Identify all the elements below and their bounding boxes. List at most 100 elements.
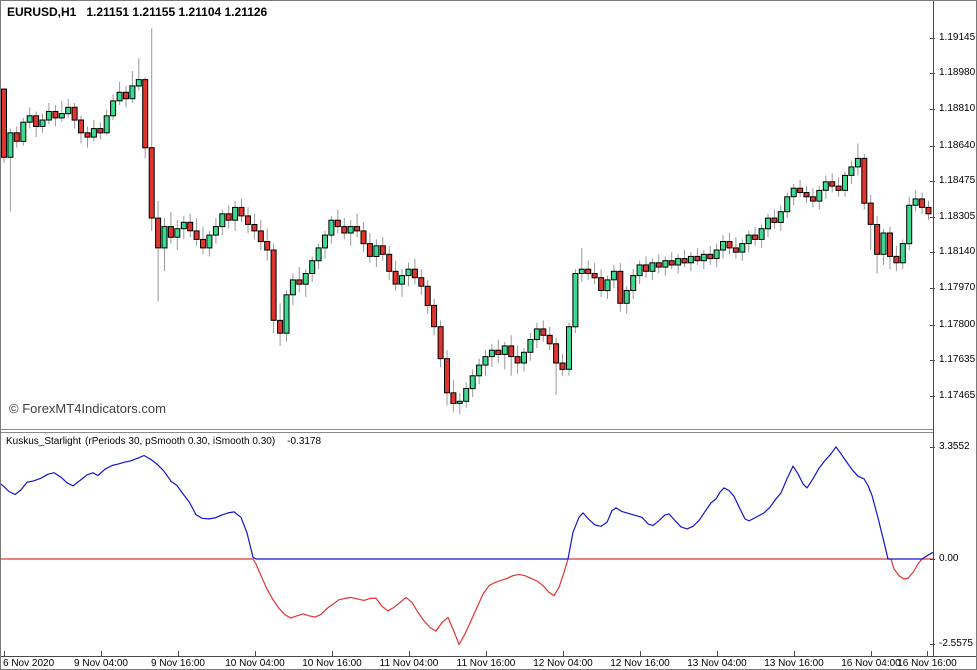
bear-candle <box>803 192 810 198</box>
bear-candle <box>411 268 418 279</box>
bear-candle <box>598 277 605 292</box>
bull-candle <box>347 226 354 234</box>
bear-candle <box>52 111 59 119</box>
bull-candle <box>501 345 508 355</box>
bear-candle <box>681 258 688 264</box>
bear-candle <box>187 221 194 232</box>
bull-candle <box>899 243 906 264</box>
bear-candle <box>887 232 893 257</box>
bull-candle <box>315 247 322 262</box>
bull-candle <box>129 85 136 100</box>
bull-candle <box>527 339 534 353</box>
price-axis-tick <box>930 38 935 39</box>
bull-candle <box>180 221 187 230</box>
bear-candle <box>84 132 91 138</box>
bull-candle <box>20 121 27 142</box>
bull-candle <box>521 351 527 364</box>
price-axis-label: 1.17970 <box>939 282 976 293</box>
time-axis-label: 13 Nov 04:00 <box>687 658 747 669</box>
time-axis-label: 16 Nov 16:00 <box>897 658 957 669</box>
bull-candle <box>135 79 142 87</box>
bear-candle <box>424 285 431 306</box>
bull-candle <box>649 262 656 272</box>
bear-candle <box>123 91 129 100</box>
bear-candle <box>366 243 373 257</box>
time-axis-tick <box>178 651 179 656</box>
bear-candle <box>668 260 675 266</box>
bull-candle <box>90 128 97 138</box>
bear-candle <box>771 217 778 223</box>
bull-candle <box>65 106 72 115</box>
bull-candle <box>687 255 694 264</box>
panel-splitter[interactable] <box>1 429 933 433</box>
indicator-axis-label: -2.5575 <box>939 638 973 649</box>
bull-candle <box>713 249 720 259</box>
bull-candle <box>636 264 643 277</box>
bull-candle <box>212 226 219 236</box>
bear-candle <box>553 343 560 364</box>
bear-candle <box>809 196 816 202</box>
bull-candle <box>854 157 861 168</box>
time-axis-tick <box>101 651 102 656</box>
bear-candle <box>835 185 842 191</box>
bull-candle <box>456 400 463 404</box>
time-axis-tick <box>332 651 333 656</box>
price-axis-tick <box>930 288 935 289</box>
bull-candle <box>45 111 52 121</box>
bear-candle <box>257 230 264 243</box>
bear-candle <box>925 206 932 215</box>
bear-candle <box>296 279 303 285</box>
bull-candle <box>283 294 290 334</box>
time-axis-tick <box>927 651 928 656</box>
bull-candle <box>533 328 540 341</box>
bull-candle <box>675 258 682 266</box>
bear-candle <box>386 253 393 272</box>
bear-candle <box>277 319 284 334</box>
price-axis-label: 1.19145 <box>939 32 976 43</box>
bull-candle <box>662 260 669 268</box>
bear-candle <box>444 358 450 394</box>
indicator-axis-tick <box>930 644 935 645</box>
bull-candle <box>322 234 328 249</box>
time-scale[interactable]: 6 Nov 2020 9 Nov 04:00 9 Nov 16:00 10 Nov 0… <box>1 657 976 669</box>
bear-candle <box>360 230 367 245</box>
bear-candle <box>546 334 553 345</box>
bull-candle <box>302 273 309 285</box>
price-scale[interactable]: 1.19145 1.18980 1.18810 1.18640 1.18475 1.183… <box>933 1 976 656</box>
bull-candle <box>790 187 797 198</box>
bull-candle <box>758 228 765 240</box>
price-axis-tick <box>930 325 935 326</box>
price-axis-label: 1.17465 <box>939 390 976 401</box>
bear-candle <box>732 247 739 253</box>
price-chart-canvas[interactable] <box>1 1 933 429</box>
bear-candle <box>450 392 457 404</box>
time-axis-tick <box>794 651 795 656</box>
bear-candle <box>13 132 20 142</box>
bear-candle <box>354 226 361 232</box>
bear-candle <box>797 187 804 193</box>
bear-candle <box>264 241 271 251</box>
time-axis-label: 11 Nov 04:00 <box>379 658 439 669</box>
time-axis-tick <box>717 651 718 656</box>
indicator-panel-canvas[interactable] <box>1 433 933 656</box>
indicator-name-label: Kuskus_Starlight <box>6 436 82 447</box>
price-axis-label: 1.18140 <box>939 246 976 257</box>
bear-candle <box>559 362 566 370</box>
time-axis-label: 10 Nov 16:00 <box>302 658 362 669</box>
time-axis-label: 16 Nov 04:00 <box>841 658 901 669</box>
price-axis-label: 1.17800 <box>939 319 976 330</box>
bear-candle <box>893 255 900 264</box>
bear-candle <box>694 255 701 262</box>
indicator-title: Kuskus_Starlight (rPeriods 30, pSmooth 0.… <box>6 436 321 447</box>
bear-candle <box>752 234 759 240</box>
bull-candle <box>572 273 579 328</box>
bear-candle <box>495 349 502 356</box>
time-axis-label: 6 Nov 2020 <box>3 658 55 669</box>
bull-candle <box>174 228 181 238</box>
bull-candle <box>110 100 117 117</box>
bull-candle <box>912 198 919 206</box>
bear-candle <box>270 249 277 321</box>
price-axis-label: 1.18640 <box>939 140 976 151</box>
bull-candle <box>373 245 380 258</box>
bear-candle <box>341 226 348 234</box>
